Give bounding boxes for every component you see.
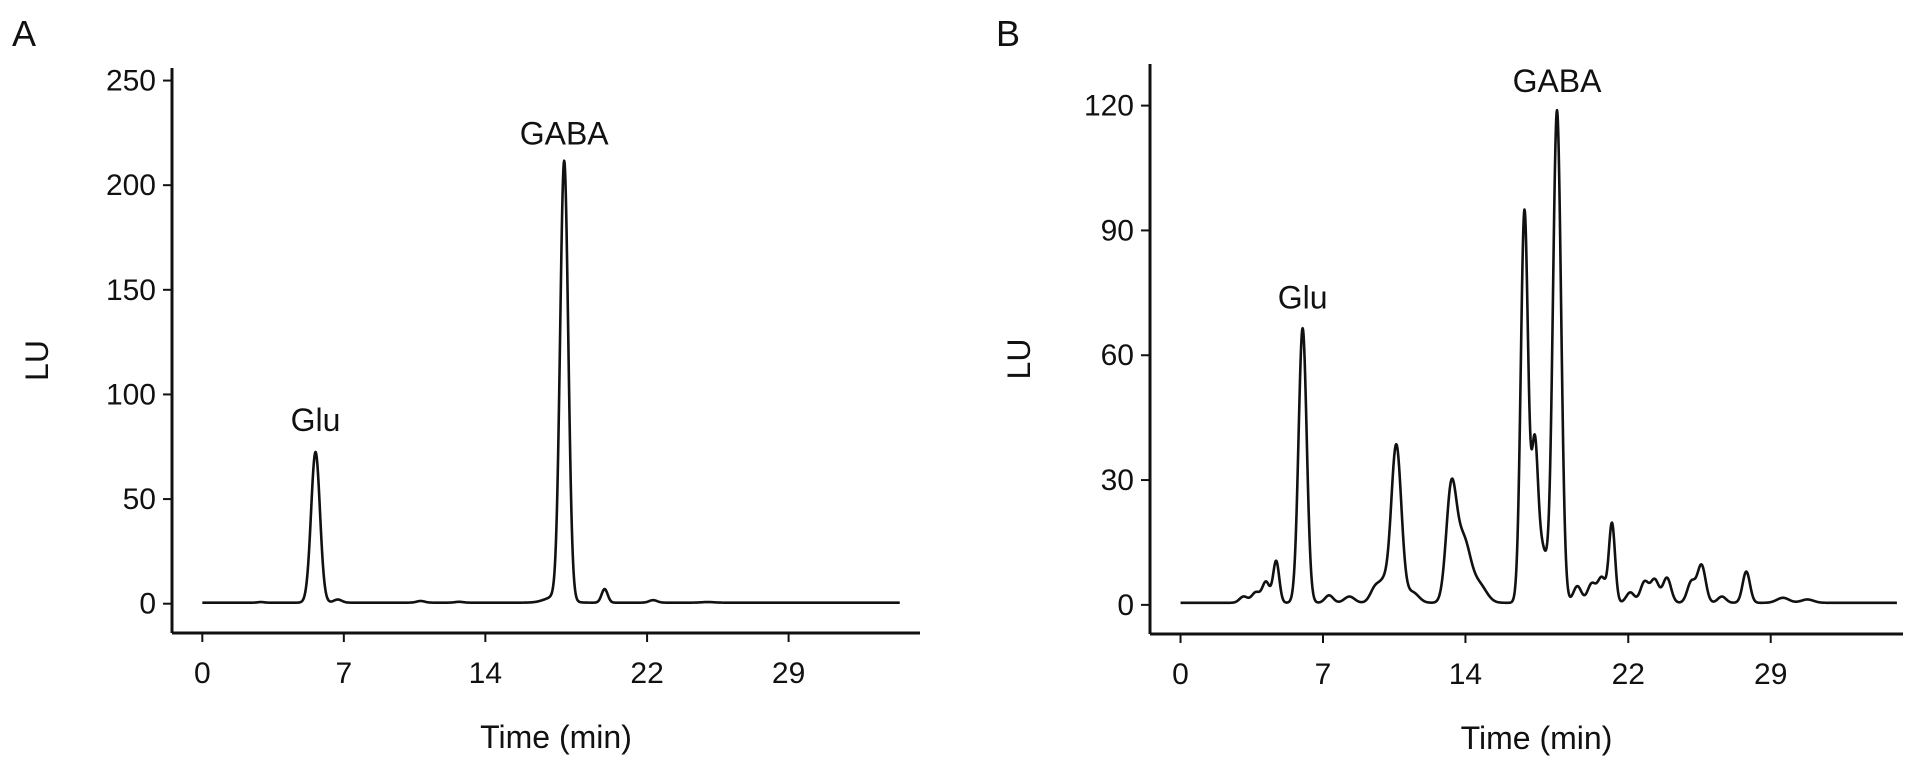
chromatogram-trace bbox=[201, 159, 901, 604]
x-axis-title: Time (min) bbox=[480, 719, 632, 755]
y-axis-title: LU bbox=[1001, 339, 1037, 380]
x-tick-label: 22 bbox=[630, 657, 663, 690]
x-tick-label: 7 bbox=[1315, 658, 1332, 691]
panel-label: A bbox=[12, 13, 36, 54]
chromatogram-trace bbox=[1179, 108, 1898, 605]
y-tick-label: 0 bbox=[139, 588, 156, 621]
y-tick-label: 150 bbox=[106, 274, 156, 307]
glu-peak-label: Glu bbox=[1278, 279, 1328, 315]
y-tick-label: 0 bbox=[1117, 589, 1134, 622]
x-tick-label: 29 bbox=[772, 657, 805, 690]
x-tick-label: 29 bbox=[1754, 658, 1787, 691]
x-tick-label: 22 bbox=[1612, 658, 1645, 691]
y-tick-label: 50 bbox=[123, 483, 156, 516]
y-tick-label: 100 bbox=[106, 378, 156, 411]
panel-label: B bbox=[996, 13, 1020, 54]
x-axis-title: Time (min) bbox=[1461, 720, 1613, 756]
x-tick-label: 0 bbox=[194, 657, 211, 690]
y-tick-label: 30 bbox=[1101, 464, 1134, 497]
chromatogram-panel-a: A 0 50 100 150 200 250 0 7 14 22 29 Time (min) LU Glu G… bbox=[0, 0, 956, 770]
x-tick-label: 0 bbox=[1172, 658, 1189, 691]
y-tick-label: 90 bbox=[1101, 214, 1134, 247]
chromatogram-b-svg: B 0 30 60 90 120 0 7 14 22 29 Time (min) LU Glu GABA bbox=[996, 13, 1903, 756]
y-tick-label: 120 bbox=[1084, 90, 1134, 123]
glu-peak-label: Glu bbox=[291, 402, 341, 438]
chromatogram-a-svg: A 0 50 100 150 200 250 0 7 14 22 29 Time (min) LU Glu G… bbox=[12, 13, 920, 755]
gaba-peak-label: GABA bbox=[1513, 63, 1603, 99]
chromatogram-panel-b: B 0 30 60 90 120 0 7 14 22 29 Time (min) LU Glu GABA bbox=[978, 0, 1913, 770]
y-tick-label: 60 bbox=[1101, 339, 1134, 372]
x-tick-label: 14 bbox=[469, 657, 502, 690]
x-tick-label: 7 bbox=[335, 657, 352, 690]
y-axis-title: LU bbox=[19, 340, 55, 381]
y-tick-label: 200 bbox=[106, 169, 156, 202]
x-tick-label: 14 bbox=[1449, 658, 1482, 691]
y-tick-label: 250 bbox=[106, 65, 156, 98]
gaba-peak-label: GABA bbox=[520, 115, 610, 151]
